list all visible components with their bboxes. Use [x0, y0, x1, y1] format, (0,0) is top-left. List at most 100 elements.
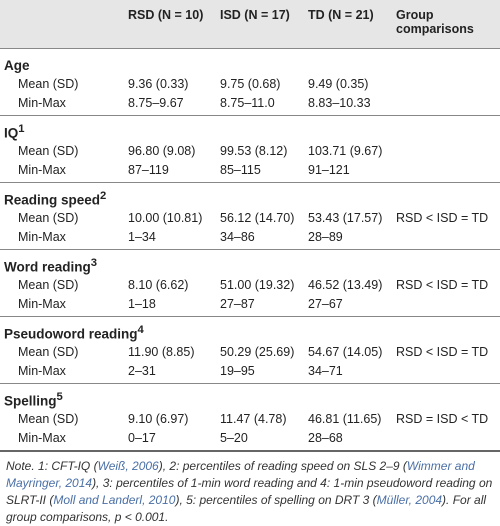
footnote-marker: 2	[100, 190, 107, 203]
note-text: Note. 1: CFT-IQ (	[6, 459, 98, 473]
row-label: Mean (SD)	[18, 278, 79, 293]
table-note: Note. 1: CFT-IQ (Weiß, 2006), 2: percent…	[0, 452, 500, 526]
row-label: Min-Max	[0, 227, 122, 250]
cell: 11.90 (8.85)	[128, 345, 195, 360]
section-title-text: Spelling	[4, 393, 57, 409]
row-label: Min-Max	[0, 428, 122, 452]
empty-cell	[390, 75, 500, 94]
data-row: Min-Max 87–119 85–115 91–121	[0, 160, 500, 183]
header-row: RSD (N = 10) ISD (N = 17) TD (N = 21) Group…	[0, 0, 500, 49]
section-title-text: Word reading	[4, 259, 91, 275]
cell: 46.52 (13.49)	[308, 278, 383, 293]
data-table: RSD (N = 10) ISD (N = 17) TD (N = 21) Group…	[0, 0, 500, 452]
citation: Wimmer and Mayringer, 2014	[6, 459, 475, 490]
header-cell	[0, 0, 122, 49]
section-title: Pseudoword reading4	[0, 317, 500, 344]
cell: RSD < ISD = TD	[396, 345, 489, 360]
cell: 34–86	[214, 227, 302, 250]
data-row: Min-Max 1–18 27–87 27–67	[0, 294, 500, 317]
row-label: Mean (SD)	[18, 412, 79, 427]
cell: 1–18	[122, 294, 214, 317]
empty-cell	[390, 142, 500, 161]
data-row: Mean (SD) 8.10 (6.62) 51.00 (19.32) 46.52 (…	[0, 276, 500, 295]
empty-cell	[390, 361, 500, 384]
cell: 103.71 (9.67)	[308, 144, 383, 159]
citation: Weiß, 2006	[97, 459, 159, 473]
data-row: Mean (SD) 9.36 (0.33) 9.75 (0.68) 9.49 (0.3…	[0, 75, 500, 94]
note-text: ), 2: percentiles of reading speed on SL…	[158, 459, 407, 473]
cell: 19–95	[214, 361, 302, 384]
section-title: Reading speed2	[0, 183, 500, 210]
data-row: Min-Max 8.75–9.67 8.75–11.0 8.83–10.33	[0, 93, 500, 116]
row-label: Mean (SD)	[18, 345, 79, 360]
cell: 9.36 (0.33)	[128, 77, 189, 92]
row-label: Mean (SD)	[18, 77, 79, 92]
section-title-text: Reading speed	[4, 192, 101, 208]
cell: 27–87	[214, 294, 302, 317]
column-header: Group comparisons	[390, 0, 500, 49]
section-title-text: Pseudoword reading	[4, 326, 138, 342]
row-label: Mean (SD)	[18, 211, 79, 226]
cell: 1–34	[122, 227, 214, 250]
cell: 8.83–10.33	[302, 93, 390, 116]
data-row: Min-Max 0–17 5–20 28–68	[0, 428, 500, 452]
cell: 91–121	[302, 160, 390, 183]
row-label: Min-Max	[0, 160, 122, 183]
data-row: Mean (SD) 10.00 (10.81) 56.12 (14.70) 53.43…	[0, 209, 500, 228]
cell: RSD = ISD < TD	[396, 412, 489, 427]
footnote-marker: 5	[56, 391, 63, 404]
cell: 8.10 (6.62)	[128, 278, 189, 293]
section-title: Word reading3	[0, 250, 500, 277]
cell: 56.12 (14.70)	[220, 211, 295, 226]
footnote-marker: 1	[18, 123, 25, 136]
section-title-text: Age	[4, 57, 30, 73]
cell: 2–31	[122, 361, 214, 384]
cell: 99.53 (8.12)	[220, 144, 288, 159]
cell: 10.00 (10.81)	[128, 211, 203, 226]
cell: 85–115	[214, 160, 302, 183]
cell: 54.67 (14.05)	[308, 345, 383, 360]
note-text: ), 3: percentiles of 1-min word reading …	[6, 476, 493, 507]
empty-cell	[390, 294, 500, 317]
cell: 46.81 (11.65)	[308, 412, 382, 427]
data-row: Mean (SD) 11.90 (8.85) 50.29 (25.69) 54.67 …	[0, 343, 500, 362]
section-row: Word reading3	[0, 250, 500, 277]
row-label: Mean (SD)	[18, 144, 79, 159]
data-row: Min-Max 1–34 34–86 28–89	[0, 227, 500, 250]
cell: 28–89	[302, 227, 390, 250]
footnote-marker: 3	[90, 257, 98, 270]
section-row: IQ1	[0, 116, 500, 143]
footnote-marker: 4	[137, 324, 144, 337]
section-row: Age	[0, 49, 500, 76]
column-header: TD (N = 21)	[302, 0, 390, 49]
cell: 9.75 (0.68)	[220, 77, 281, 92]
empty-cell	[390, 428, 500, 452]
section-title: Spelling5	[0, 384, 500, 411]
citation: Müller, 2004	[376, 493, 443, 507]
section-row: Reading speed2	[0, 183, 500, 210]
cell: 11.47 (4.78)	[220, 412, 287, 427]
data-row: Mean (SD) 96.80 (9.08) 99.53 (8.12) 103.71 …	[0, 142, 500, 161]
cell: 87–119	[122, 160, 214, 183]
row-label: Min-Max	[0, 294, 122, 317]
cell: 53.43 (17.57)	[308, 211, 383, 226]
cell: RSD < ISD = TD	[396, 211, 489, 226]
column-header: ISD (N = 17)	[214, 0, 302, 49]
row-label: Min-Max	[0, 361, 122, 384]
empty-cell	[390, 160, 500, 183]
table-body: Age Mean (SD) 9.36 (0.33) 9.75 (0.68) 9.49 (…	[0, 49, 500, 452]
empty-cell	[390, 227, 500, 250]
cell: RSD < ISD = TD	[396, 278, 489, 293]
row-label: Min-Max	[0, 93, 122, 116]
cell: 8.75–11.0	[214, 93, 302, 116]
section-row: Spelling5	[0, 384, 500, 411]
data-row: Mean (SD) 9.10 (6.97) 11.47 (4.78) 46.81 (1…	[0, 410, 500, 429]
section-title: Age	[0, 49, 500, 76]
column-header: RSD (N = 10)	[122, 0, 214, 49]
section-title-text: IQ	[4, 125, 19, 141]
cell: 50.29 (25.69)	[220, 345, 295, 360]
cell: 27–67	[302, 294, 390, 317]
section-row: Pseudoword reading4	[0, 317, 500, 344]
empty-cell	[390, 93, 500, 116]
